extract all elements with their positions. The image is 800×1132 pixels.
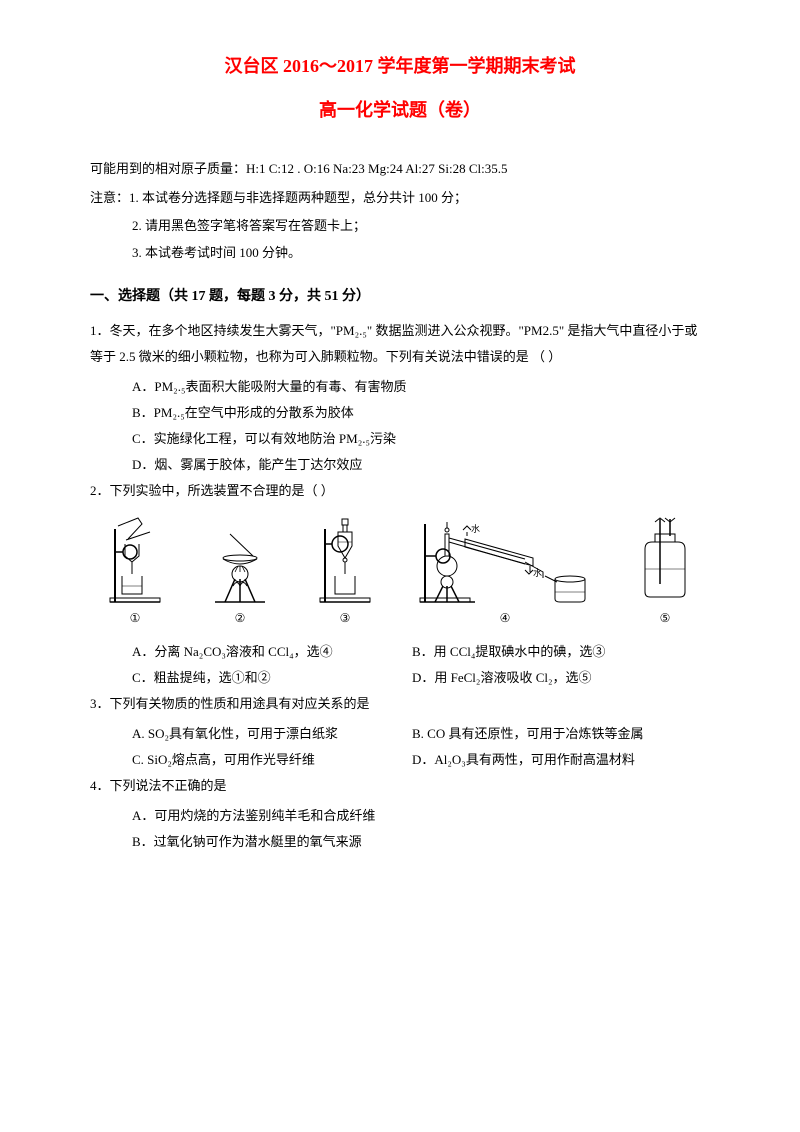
q4-option-a: A．可用灼烧的方法鉴别纯羊毛和合成纤维	[90, 803, 710, 829]
question-1: 1．冬天，在多个地区持续发生大雾天气，"PM₂.₅" 数据监测进入公众视野。"P…	[90, 318, 710, 370]
diagram-4-label: ④	[500, 608, 511, 630]
q1-option-d: D．烟、雾属于胶体，能产生丁达尔效应	[90, 452, 710, 478]
notice-label: 注意：	[90, 190, 129, 205]
notice-3: 3. 本试卷考试时间 100 分钟。	[90, 241, 710, 264]
section-1-header: 一、选择题（共 17 题，每题 3 分，共 51 分）	[90, 284, 710, 309]
q3-option-b: B. CO 具有还原性，可用于冶炼铁等金属	[412, 721, 643, 747]
question-3: 3．下列有关物质的性质和用途具有对应关系的是	[90, 691, 710, 717]
diagram-5-label: ⑤	[660, 608, 671, 630]
diagram-1: ①	[100, 514, 170, 630]
q1-option-b: B．PM₂.₅在空气中形成的分散系为胶体	[90, 400, 710, 426]
q3-row-cd: C. SiO₂熔点高，可用作光导纤维 D．Al₂O₃具有两性，可用作耐高温材料	[90, 747, 710, 773]
diagram-3: ③	[310, 514, 380, 630]
diagram-2: ②	[205, 514, 275, 630]
notice-1: 1. 本试卷分选择题与非选择题两种题型，总分共计 100 分；	[129, 190, 467, 205]
q4-option-b: B．过氧化钠可作为潜水艇里的氧气来源	[90, 829, 710, 855]
exam-title: 汉台区 2016～2017 学年度第一学期期末考试	[90, 50, 710, 82]
notice-2: 2. 请用黑色签字笔将答案写在答题卡上；	[90, 214, 710, 237]
water-out-label: 水	[471, 523, 480, 534]
notice-line-1: 注意：1. 本试卷分选择题与非选择题两种题型，总分共计 100 分；	[90, 186, 710, 209]
q2-option-b: B．用 CCl₄提取碘水中的碘，选③	[412, 639, 605, 665]
q3-option-d: D．Al₂O₃具有两性，可用作耐高温材料	[412, 747, 635, 773]
atomic-masses: 可能用到的相对原子质量：H:1 C:12 . O:16 Na:23 Mg:24 …	[90, 157, 710, 180]
q2-option-d: D．用 FeCl₂溶液吸收 Cl₂，选⑤	[412, 665, 592, 691]
q2-option-a: A．分离 Na₂CO₃溶液和 CCl₄，选④	[132, 639, 412, 665]
q2-option-c: C．粗盐提纯，选①和②	[132, 665, 412, 691]
q2-row-ab: A．分离 Na₂CO₃溶液和 CCl₄，选④ B．用 CCl₄提取碘水中的碘，选…	[90, 639, 710, 665]
diagram-2-label: ②	[235, 608, 246, 630]
q3-option-c: C. SiO₂熔点高，可用作光导纤维	[132, 747, 412, 773]
question-4: 4．下列说法不正确的是	[90, 773, 710, 799]
q3-option-a: A. SO₂具有氧化性，可用于漂白纸浆	[132, 721, 412, 747]
diagram-3-label: ③	[340, 608, 351, 630]
q2-row-cd: C．粗盐提纯，选①和② D．用 FeCl₂溶液吸收 Cl₂，选⑤	[90, 665, 710, 691]
q1-option-c: C．实施绿化工程，可以有效地防治 PM₂.₅污染	[90, 426, 710, 452]
exam-subtitle: 高一化学试题（卷）	[90, 94, 710, 126]
q1-option-a: A．PM₂.₅表面积大能吸附大量的有毒、有害物质	[90, 374, 710, 400]
diagram-4: 水 水 ④	[415, 514, 595, 630]
diagram-1-label: ①	[130, 608, 141, 630]
apparatus-diagrams: ① ②	[90, 514, 710, 630]
question-2: 2．下列实验中，所选装置不合理的是（ ）	[90, 478, 710, 504]
diagram-5: ⑤	[630, 514, 700, 630]
q3-row-ab: A. SO₂具有氧化性，可用于漂白纸浆 B. CO 具有还原性，可用于冶炼铁等金…	[90, 721, 710, 747]
